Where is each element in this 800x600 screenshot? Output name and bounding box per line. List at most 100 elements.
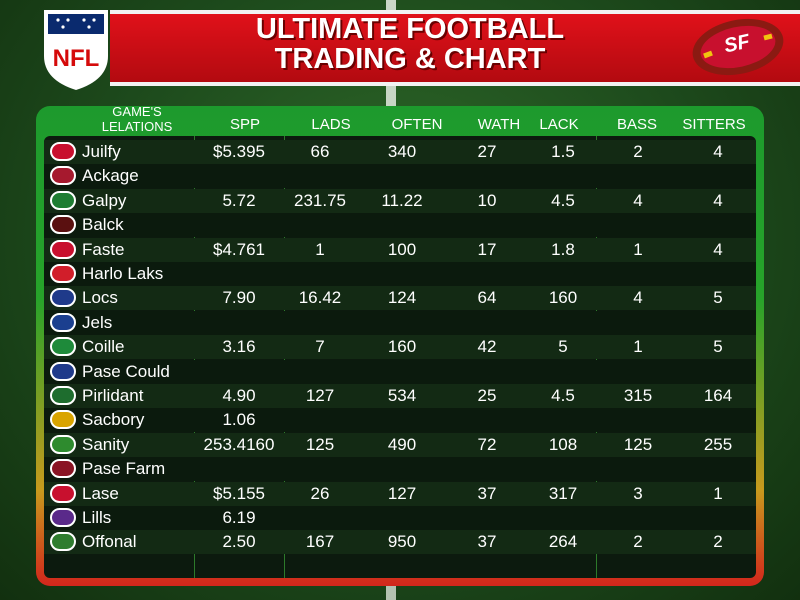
table-row[interactable]: Jels <box>44 310 756 335</box>
header-games-relations: GAME'S LELATIONS <box>82 104 192 134</box>
cell-lack: 4.5 <box>551 386 575 405</box>
team-logo-icon <box>50 459 76 479</box>
cell-wath: 42 <box>477 337 497 357</box>
header-line-1: GAME'S <box>112 104 162 119</box>
table-row[interactable]: Pase Farm <box>44 457 756 482</box>
cell-bass: 4 <box>633 288 643 308</box>
cell-sitters: 5 <box>713 337 723 357</box>
cell-spp: 4.90 <box>222 386 256 405</box>
cell-sitters: 4 <box>713 239 723 259</box>
team-logo-icon <box>50 215 76 235</box>
cell-lack: 5 <box>558 337 568 357</box>
team-logo-icon <box>50 142 76 161</box>
header-line-2: LELATIONS <box>101 119 173 134</box>
trading-board: GAME'S LELATIONS SPP LADS OFTEN WATH LAC… <box>36 104 764 586</box>
football-icon <box>692 18 784 76</box>
column-header-wath: WATH <box>477 116 521 133</box>
cell-sitters: 5 <box>713 288 723 308</box>
cell-lads: 125 <box>305 434 335 454</box>
table-row[interactable]: Sacbory 1.06 <box>44 408 756 433</box>
cell-spp: 3.16 <box>222 337 256 357</box>
table-row[interactable]: Juilfy $5.395 66 340 27 1.5 2 4 <box>44 140 756 164</box>
table-row[interactable]: Locs 7.90 16.42 124 64 160 4 5 <box>44 286 756 311</box>
team-name: Sacbory <box>82 410 145 430</box>
cell-spp: 253.4160 <box>203 434 275 454</box>
cell-lack: 108 <box>548 434 578 454</box>
column-header-bass: BASS <box>616 116 658 133</box>
table-row[interactable]: Galpy 5.72 231.75 11.22 10 4.5 4 4 <box>44 188 756 213</box>
cell-bass: 315 <box>623 386 653 405</box>
column-header-often: OFTEN <box>391 116 443 133</box>
cell-lads: 66 <box>310 142 330 161</box>
cell-bass: 1 <box>633 239 643 259</box>
cell-spp: 5.72 <box>222 190 256 210</box>
team-logo-icon <box>50 312 76 332</box>
title-banner <box>110 10 800 86</box>
table-header-row: GAME'S LELATIONS SPP LADS OFTEN WATH LAC… <box>36 104 764 140</box>
cell-sitters: 2 <box>713 532 723 552</box>
cell-lads: 127 <box>305 386 335 405</box>
cell-lads: 167 <box>305 532 335 552</box>
cell-wath: 10 <box>477 190 497 210</box>
table-row[interactable]: Faste $4.761 1 100 17 1.8 1 4 <box>44 237 756 262</box>
title-line-1: ULTIMATE FOOTBALL <box>255 13 565 45</box>
team-logo-icon <box>50 508 76 527</box>
cell-lack: 160 <box>548 288 578 308</box>
cell-often: 490 <box>387 434 417 454</box>
nfl-shield-logo: NFL <box>44 10 108 90</box>
cell-wath: 72 <box>477 434 497 454</box>
cell-often: 950 <box>387 532 417 552</box>
column-header-spp: SPP <box>229 116 260 133</box>
cell-lads: 1 <box>315 239 325 259</box>
table-row[interactable]: Balck <box>44 213 756 238</box>
table-row[interactable]: Sanity 253.4160 125 490 72 108 125 255 <box>44 432 756 457</box>
cell-sitters: 164 <box>703 386 733 405</box>
cell-lack: 264 <box>548 532 578 552</box>
cell-sitters: 255 <box>703 434 733 454</box>
column-header-lack: LACK <box>539 116 579 133</box>
cell-often: 340 <box>387 142 417 161</box>
cell-wath: 37 <box>477 532 497 552</box>
team-name: Offonal <box>82 532 137 552</box>
cell-sitters: 1 <box>713 483 723 503</box>
team-logo-icon <box>50 532 76 552</box>
team-name: Sanity <box>82 434 130 454</box>
team-logo-icon <box>50 337 76 357</box>
team-logo-icon <box>50 166 76 186</box>
cell-wath: 27 <box>477 142 497 161</box>
team-name: Ackage <box>82 166 139 186</box>
table-row[interactable]: Lills 6.19 <box>44 506 756 530</box>
team-logo-icon <box>50 239 76 259</box>
team-logo-icon <box>50 434 76 454</box>
cell-often: 124 <box>387 288 417 308</box>
team-logo-icon <box>50 361 76 381</box>
table-row[interactable]: Pirlidant 4.90 127 534 25 4.5 315 164 <box>44 384 756 408</box>
team-name: Juilfy <box>82 142 121 161</box>
team-name: Harlo Laks <box>82 264 164 283</box>
title-line-2: TRADING & CHART <box>274 43 546 75</box>
team-name: Lase <box>82 483 119 503</box>
cell-lack: 317 <box>548 483 578 503</box>
table-row[interactable]: Harlo Laks <box>44 262 756 286</box>
table-row[interactable]: Offonal 2.50 167 950 37 264 2 2 <box>44 530 756 555</box>
table-row[interactable]: Pase Could <box>44 359 756 384</box>
cell-wath: 25 <box>477 386 497 405</box>
column-header-sitters: SITTERS <box>682 116 746 133</box>
table-row[interactable]: Coille 3.16 7 160 42 5 1 5 <box>44 335 756 360</box>
cell-bass: 1 <box>633 337 643 357</box>
cell-bass: 3 <box>633 483 643 503</box>
team-logo-icon <box>50 264 76 283</box>
cell-wath: 37 <box>477 483 497 503</box>
cell-often: 160 <box>387 337 417 357</box>
team-logo-icon <box>50 483 76 503</box>
table-row[interactable]: Lase $5.155 26 127 37 317 3 1 <box>44 481 756 506</box>
team-name: Balck <box>82 215 124 235</box>
table-row[interactable]: Ackage <box>44 164 756 189</box>
cell-often: 127 <box>387 483 417 503</box>
column-header-lads: LADS <box>311 116 351 133</box>
team-name: Pase Farm <box>82 459 166 479</box>
cell-lack: 1.8 <box>551 239 575 259</box>
team-logo-icon <box>50 288 76 308</box>
cell-spp: 6.19 <box>222 508 256 527</box>
cell-spp: 7.90 <box>222 288 256 308</box>
